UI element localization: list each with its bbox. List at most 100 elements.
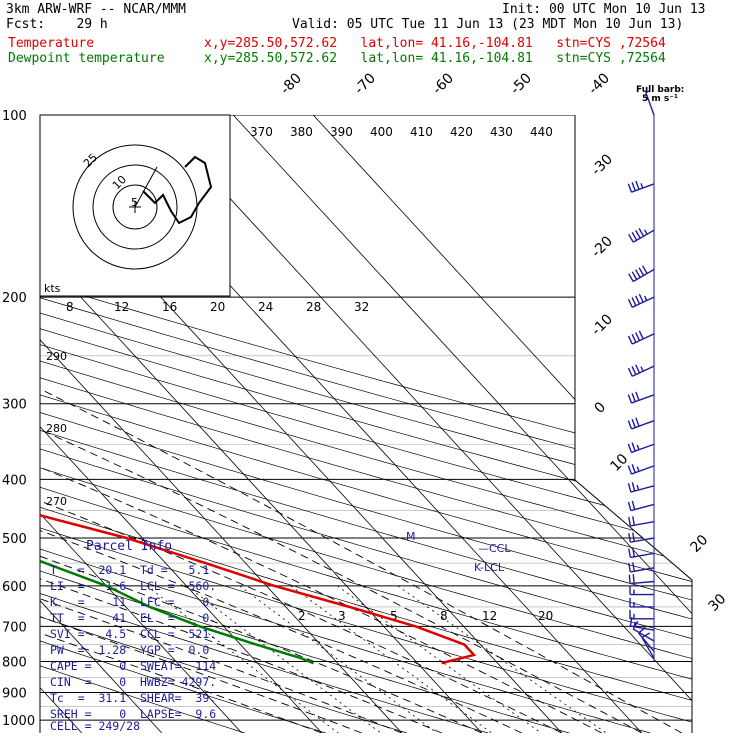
wind-barb-flag <box>638 330 644 340</box>
wind-barb-flag <box>631 500 636 510</box>
wind-barb-half-flag <box>643 229 648 235</box>
moist-adiabat-line <box>40 526 482 733</box>
parcel-info-title: Parcel Info <box>86 539 173 554</box>
dewpoint-location: x,y=285.50,572.62 lat,lon= 41.16,-104.81… <box>204 51 666 66</box>
wind-barb-half-flag <box>644 295 648 301</box>
wind-barb-half-flag <box>636 444 640 450</box>
wind-barb-flag <box>628 516 632 527</box>
dry-adiabat-label: 290 <box>46 350 67 363</box>
dry-adiabat-line <box>40 115 692 733</box>
pressure-tick-label: 300 <box>2 398 27 413</box>
parcel-row: Tc = 31.1 SHEAR= 39. <box>50 691 217 705</box>
isotherm-tick-label: -60 <box>430 70 457 97</box>
dewpoint-profile <box>40 115 315 665</box>
wind-barb-flag <box>635 295 641 305</box>
isotherm-tick-label: -80 <box>278 70 305 97</box>
wind-barb-staff <box>645 92 655 116</box>
barb-legend-line2: 5 m s⁻¹ <box>642 94 678 104</box>
parcel-row: CIN = 0 HWBZ= 4297. <box>50 675 217 689</box>
hodograph-ring-label: 5 <box>131 196 138 209</box>
theta-label: 420 <box>450 125 473 139</box>
dry-adiabat-line <box>40 115 489 733</box>
wind-barb-flag <box>627 420 633 430</box>
wind-barb <box>628 532 655 543</box>
mixing-ratio-line <box>186 585 382 733</box>
theta-label: 390 <box>330 125 353 139</box>
pressure-tick-label: 700 <box>2 620 27 635</box>
init-time: Init: 00 UTC Mon 10 Jun 13 <box>502 2 706 17</box>
wind-barb-flag <box>635 391 640 401</box>
dry-adiabat-line <box>40 115 570 733</box>
isotherm-line <box>312 115 692 733</box>
wind-barb-flag <box>632 574 635 584</box>
klcl-annotation: K-LCL <box>474 561 505 574</box>
hodograph-scale-label: 32 <box>354 300 369 314</box>
wind-barb-flag <box>629 617 633 627</box>
wind-barb-flag <box>628 533 632 543</box>
dry-adiabat-line <box>40 115 692 733</box>
isotherm-tick-label: 0 <box>592 399 610 417</box>
dry-adiabat-line <box>40 115 408 733</box>
pressure-tick-label: 1000 <box>2 714 35 729</box>
wind-barb-flag <box>631 464 636 473</box>
wind-barb-flag <box>627 443 633 453</box>
temperature-location: x,y=285.50,572.62 lat,lon= 41.16,-104.81… <box>204 36 666 51</box>
wind-barb-flag <box>635 230 641 239</box>
m-annotation: M <box>406 530 416 543</box>
dry-adiabat-line <box>40 115 692 733</box>
isotherm-line <box>40 115 483 733</box>
wind-barb <box>632 620 655 642</box>
wind-barb <box>627 482 655 493</box>
moist-adiabat-line <box>40 394 643 733</box>
isotherm-tick-label: -30 <box>589 151 616 178</box>
wind-barb <box>627 442 655 454</box>
theta-label: 440 <box>530 125 553 139</box>
wind-barb <box>627 464 655 475</box>
mixing-ratio-line <box>397 585 607 733</box>
pressure-tick-label: 900 <box>2 686 27 701</box>
wind-barb <box>628 265 655 283</box>
valid-time: Valid: 05 UTC Tue 11 Jun 13 (23 MDT Mon … <box>292 17 684 32</box>
wind-barb-flag <box>635 332 641 341</box>
mixing-ratio-line <box>337 585 542 733</box>
dry-adiabat-line <box>40 115 326 733</box>
wind-barb <box>627 364 655 377</box>
wind-barb-flag <box>627 335 633 345</box>
mixing-ratio-label: 2 <box>298 609 306 623</box>
wind-barb-flag <box>631 392 636 402</box>
mixing-ratio-label: 3 <box>338 609 346 623</box>
parcel-row: CELL = 249/28 <box>50 719 141 733</box>
wind-barb-flag <box>627 501 632 511</box>
isotherm-tick-label: -10 <box>589 311 616 338</box>
dry-adiabat-line <box>40 115 692 733</box>
wind-barb-flag <box>627 394 633 404</box>
wind-barb-flag <box>632 516 635 526</box>
dry-adiabat-line <box>40 115 692 733</box>
wind-barb <box>638 626 655 652</box>
dry-adiabat-line <box>40 115 245 733</box>
moist-adiabat-line <box>40 472 562 733</box>
isotherm-line <box>40 115 243 733</box>
theta-label: 410 <box>410 125 433 139</box>
dry-adiabat-line <box>40 115 692 733</box>
wind-barb-flag <box>627 483 632 493</box>
dewpoint-legend: Dewpoint temperature <box>8 51 165 66</box>
isotherm-tick-label: -70 <box>352 70 379 97</box>
dry-adiabat-line <box>40 115 692 733</box>
wind-barb-flag <box>638 626 646 634</box>
hodograph-units-label: kts <box>44 282 61 295</box>
wind-barb-half-flag <box>640 183 644 189</box>
parcel-row: TT = 41 EL = 0. <box>50 611 217 625</box>
wind-barb <box>629 609 654 620</box>
wind-barb <box>627 180 655 193</box>
mixing-ratio-label: 20 <box>538 609 553 623</box>
isotherm-tick-label: -50 <box>508 70 535 97</box>
wind-barb-flag <box>631 482 636 492</box>
theta-label: 370 <box>250 125 273 139</box>
ccl-annotation: —CCL <box>478 542 511 555</box>
wind-barb-staff <box>630 552 655 559</box>
wind-barb-staff <box>630 485 655 493</box>
theta-label: 400 <box>370 125 393 139</box>
mixing-ratio-label: 5 <box>390 609 398 623</box>
